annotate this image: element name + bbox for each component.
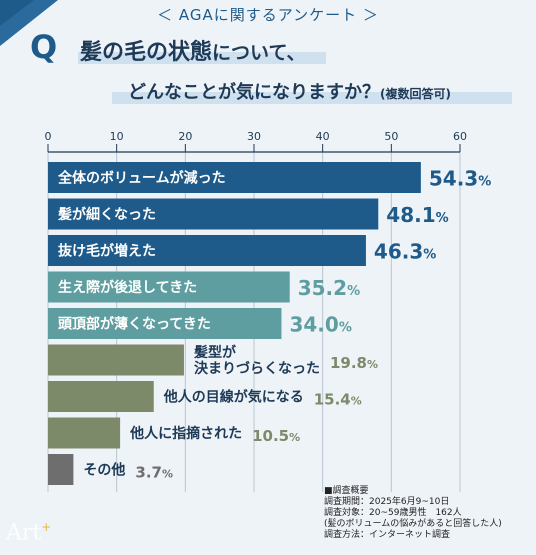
bar-value-number: 35.2 (298, 276, 347, 300)
bar-category-label: 髪が細くなった (57, 206, 156, 223)
bar-value-label: 19.8% (330, 354, 378, 372)
bar-value-unit: % (339, 321, 352, 336)
bar-value-unit: % (162, 468, 173, 481)
survey-heading: ■調査概要 (324, 486, 369, 496)
question-line-2: どんなことが気になりますか？(複数回答可) (128, 78, 451, 104)
survey-target-note: (髪のボリュームの悩みがあると回答した人) (324, 519, 502, 529)
bar-value-number: 3.7 (135, 464, 162, 482)
tick-label: 60 (453, 130, 467, 143)
logo-plus-mark: + (41, 520, 52, 534)
bar-category-label-line: 髪型が (193, 344, 237, 361)
bar-value-number: 54.3 (429, 167, 478, 191)
bar-category-label-line: 抜け毛が増えた (58, 243, 156, 260)
tick-label: 20 (178, 130, 192, 143)
tick-label: 50 (384, 130, 398, 143)
tick-label: 0 (45, 130, 52, 143)
bar-category-label: その他 (83, 462, 125, 479)
bar-value-unit: % (347, 284, 360, 299)
bar-value-unit: % (351, 395, 362, 408)
bar-value-unit: % (289, 431, 300, 444)
bar (48, 344, 184, 376)
bar-category-label-line: 他人に指摘された (129, 425, 242, 442)
bar-category-label: 他人の目線が気になる (163, 389, 304, 406)
title-highlight (78, 52, 326, 64)
brand-logo: Art+ (6, 520, 51, 545)
bar (48, 271, 290, 303)
question-line-1: 髪の毛の状態について、 (80, 34, 306, 66)
tick-label: 10 (110, 130, 124, 143)
bar-category-label: 抜け毛が増えた (58, 243, 156, 260)
logo-text: Art (6, 520, 42, 546)
bar-value-number: 15.4 (314, 391, 351, 409)
tick-label: 30 (247, 130, 261, 143)
survey-period: 調査期間：2025年6月9~10日 (324, 497, 450, 507)
tick-label: 40 (316, 130, 330, 143)
bar-value-label: 15.4% (314, 391, 362, 409)
bar-value-unit: % (367, 358, 378, 371)
question-keyword: 髪の毛の状態 (80, 40, 213, 65)
bar-category-label: 髪型が決まりづらくなった (193, 344, 320, 377)
question-text-2: どんなことが気になりますか？ (128, 82, 380, 103)
bar-category-label: 他人に指摘された (129, 425, 242, 442)
bar-value-label: 3.7% (135, 464, 173, 482)
bar-value-number: 48.1 (386, 203, 435, 227)
bar (48, 308, 282, 339)
survey-title-tag: ＜ AGAに関するアンケート ＞ (157, 6, 379, 24)
bar-value-label: 48.1% (386, 203, 448, 227)
bar-value-number: 19.8 (330, 354, 367, 372)
bar-value-label: 54.3% (429, 167, 491, 191)
bar-category-label: 頭頂部が薄くなってきた (58, 316, 211, 333)
bar-value-number: 46.3 (374, 240, 423, 264)
survey-method: 調査方法：インターネット調査 (324, 530, 451, 540)
bar (48, 162, 421, 193)
bar-value-unit: % (478, 175, 491, 190)
bar-category-label-line: 決まりづらくなった (194, 360, 320, 377)
survey-target: 調査対象：20~59歳男性 162人 (324, 508, 462, 518)
bar-category-label-line: 全体のボリュームが減った (57, 170, 226, 187)
bar-category-label: 生え際が後退してきた (58, 279, 197, 296)
bar-value-number: 10.5 (252, 427, 289, 445)
bar-value-number: 34.0 (289, 313, 338, 337)
bar-value-unit: % (436, 211, 449, 226)
bar-value-unit: % (423, 248, 436, 263)
bar (48, 454, 74, 485)
question-text-1: について、 (212, 42, 306, 64)
bar-value-label: 46.3% (374, 240, 436, 264)
bar (48, 235, 366, 266)
bar-value-label: 10.5% (252, 427, 300, 445)
bar-category-label-line: 生え際が後退してきた (58, 279, 197, 296)
bar-category-label-line: 他人の目線が気になる (163, 389, 304, 406)
bar-category-label-line: その他 (83, 462, 125, 479)
bar (48, 417, 121, 449)
bar-category-label: 全体のボリュームが減った (57, 170, 226, 187)
question-note: (複数回答可) (380, 87, 451, 101)
question-mark-label: Q (30, 28, 58, 66)
bar-value-label: 34.0% (289, 313, 351, 337)
bar (48, 381, 154, 412)
title-highlight (112, 92, 512, 104)
bar-category-label-line: 頭頂部が薄くなってきた (58, 316, 211, 333)
bar-value-label: 35.2% (298, 276, 360, 300)
bar (48, 198, 379, 230)
bar-category-label-line: 髪が細くなった (57, 206, 156, 223)
survey-info: ■調査概要 調査期間：2025年6月9~10日 調査対象：20~59歳男性 16… (324, 486, 502, 541)
corner-decoration (0, 0, 58, 46)
